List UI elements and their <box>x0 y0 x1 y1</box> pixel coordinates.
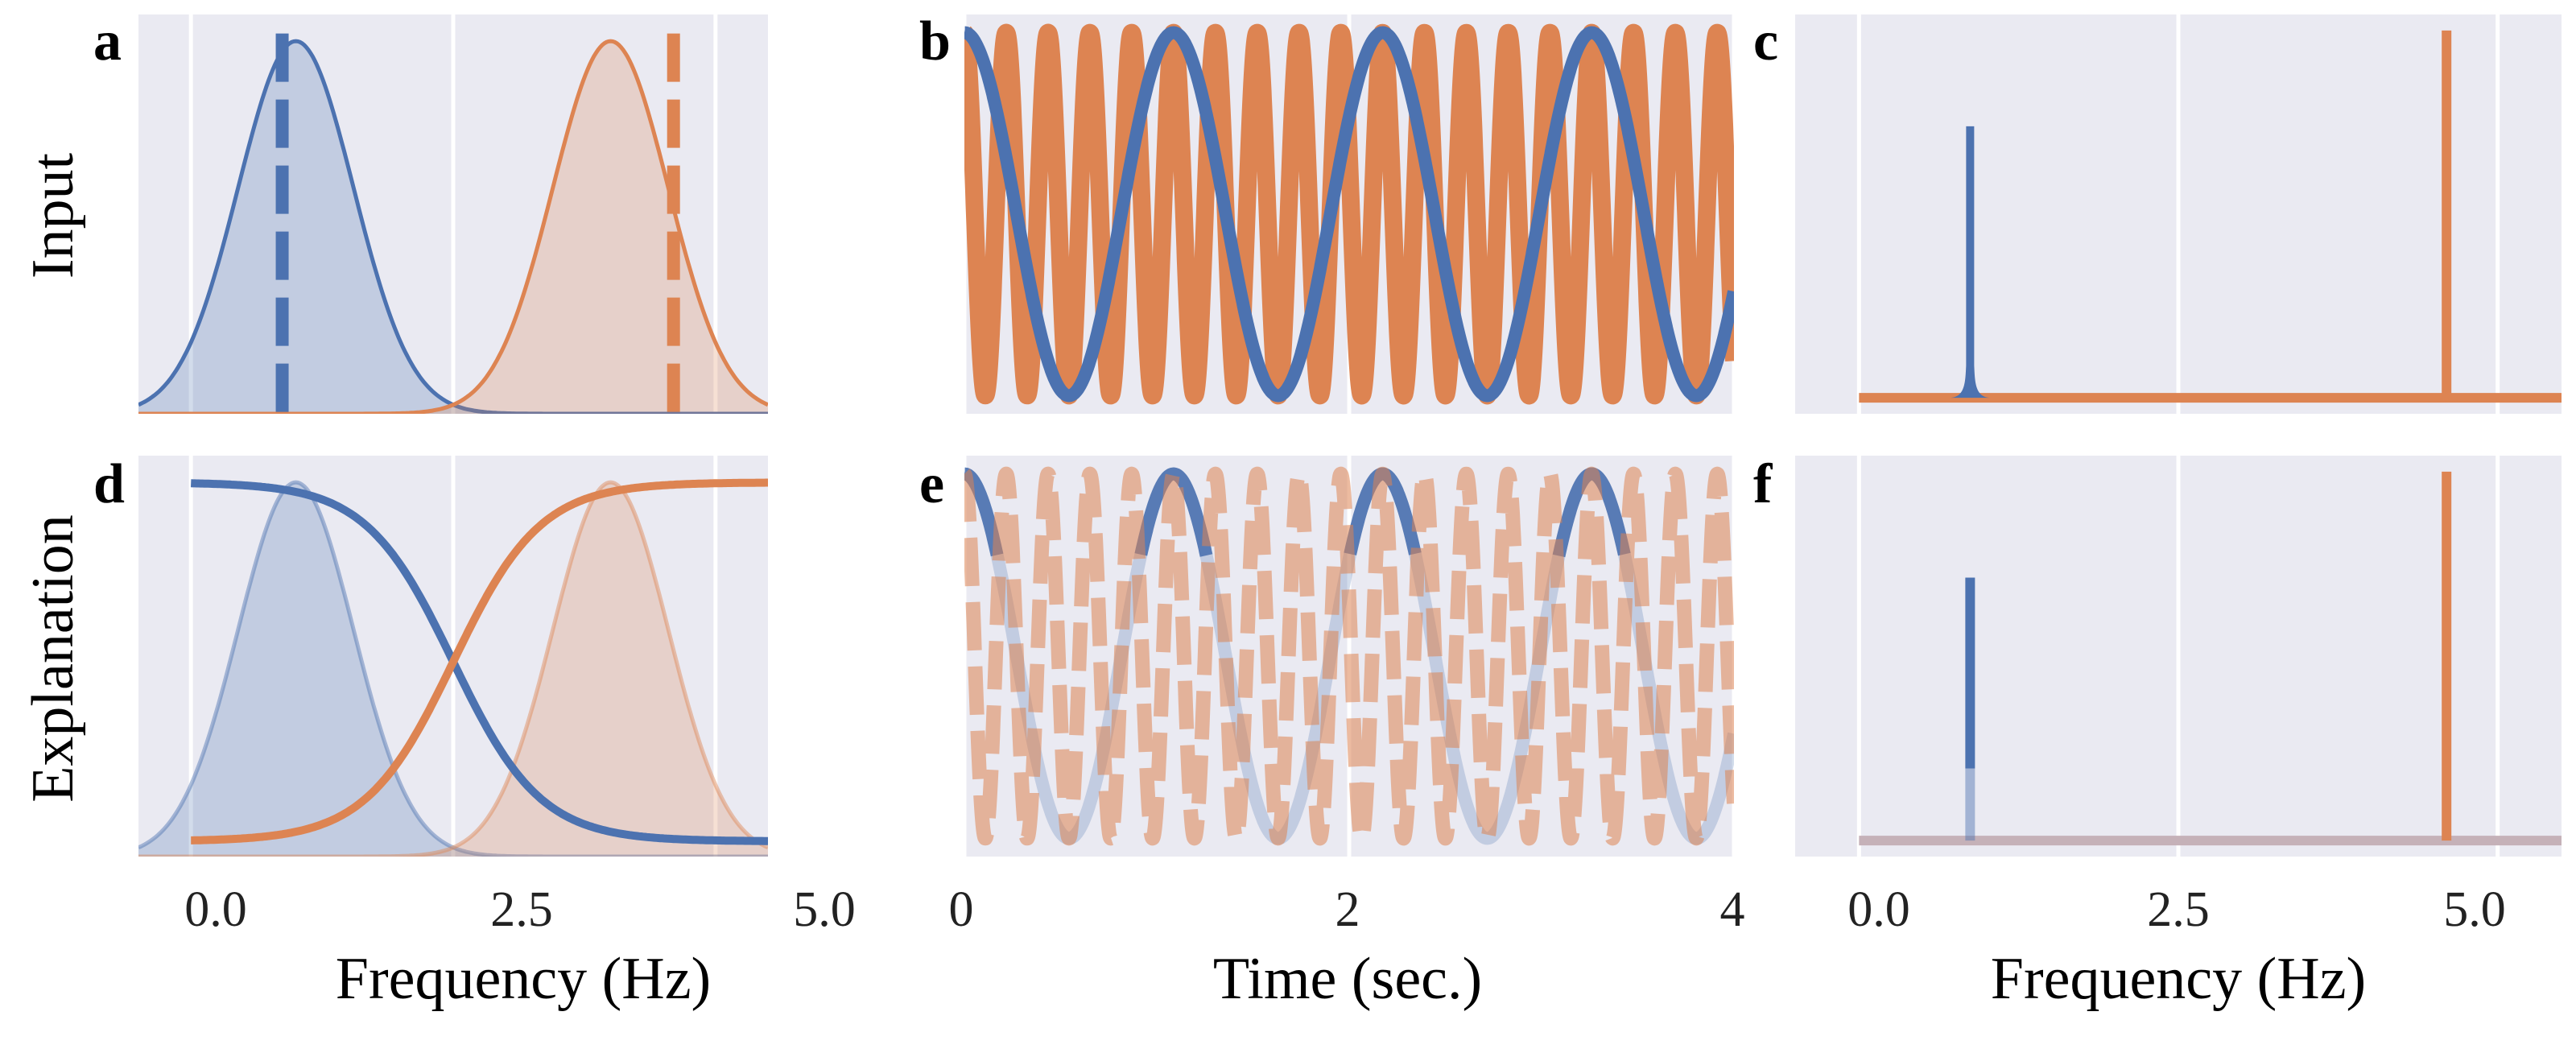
panel-f <box>1795 456 2562 857</box>
spectrum-peak-c-blue <box>1949 126 1992 398</box>
tick-label-d-0: 0.0 <box>184 882 247 937</box>
panel-a-content <box>138 33 768 414</box>
row-label-explanation: Explanation <box>20 514 86 803</box>
density-fill-d-orange <box>138 482 768 857</box>
panel-letter-a: a <box>93 10 122 72</box>
tick-label-d-1: 2.5 <box>490 882 553 937</box>
panel-c <box>1795 14 2562 414</box>
panel-b <box>962 14 1736 414</box>
signal-e-blue-peak-1 <box>1134 467 1213 557</box>
signal-b-blue <box>964 26 1734 403</box>
sigmoid-blue <box>190 479 768 845</box>
signal-e-orange <box>964 466 1734 846</box>
panel-d <box>138 456 768 857</box>
tick-label-e-0: 0 <box>949 882 974 937</box>
panels <box>138 14 2562 857</box>
tick-label-d-2: 5.0 <box>793 882 856 937</box>
panel-letter-c: c <box>1753 10 1778 72</box>
panel-e-content <box>964 466 1734 846</box>
xlabel-f: Frequency (Hz) <box>1991 946 2366 1012</box>
xlabel-d: Frequency (Hz) <box>336 946 711 1012</box>
panel-letter-d: d <box>93 453 125 515</box>
panel-f-content <box>1859 471 2562 846</box>
tick-label-f-1: 2.5 <box>2147 882 2210 937</box>
density-line-a-orange <box>138 39 768 414</box>
tick-label-f-0: 0.0 <box>1847 882 1910 937</box>
xlabel-e: Time (sec.) <box>1213 946 1482 1012</box>
density-line-d-blue <box>138 480 768 857</box>
panel-d-content <box>138 478 768 857</box>
panel-letter-b: b <box>919 10 951 72</box>
density-line-d-orange <box>138 480 768 857</box>
tick-label-f-2: 5.0 <box>2443 882 2506 937</box>
panel-e <box>962 456 1736 857</box>
tick-label-e-1: 2 <box>1335 882 1360 937</box>
density-fill-a-blue <box>138 41 768 414</box>
density-fill-a-orange <box>138 41 768 414</box>
row-label-input: Input <box>20 152 86 279</box>
panel-letter-e: e <box>919 453 944 515</box>
tick-label-e-2: 4 <box>1720 882 1745 937</box>
panel-b-content <box>964 23 1734 405</box>
panel-letter-f: f <box>1753 453 1773 515</box>
panel-c-content <box>1859 30 2562 403</box>
density-fill-d-blue <box>138 482 768 857</box>
panel-a <box>138 14 768 414</box>
sigmoid-orange <box>191 478 768 844</box>
signal-b-orange <box>964 23 1734 405</box>
